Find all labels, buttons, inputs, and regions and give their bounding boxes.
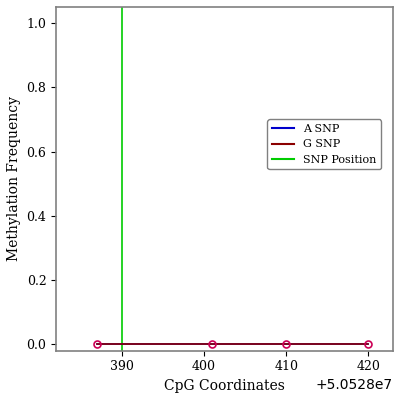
- Legend: A SNP, G SNP, SNP Position: A SNP, G SNP, SNP Position: [267, 120, 381, 170]
- X-axis label: CpG Coordinates: CpG Coordinates: [164, 379, 285, 393]
- Y-axis label: Methylation Frequency: Methylation Frequency: [7, 96, 21, 261]
